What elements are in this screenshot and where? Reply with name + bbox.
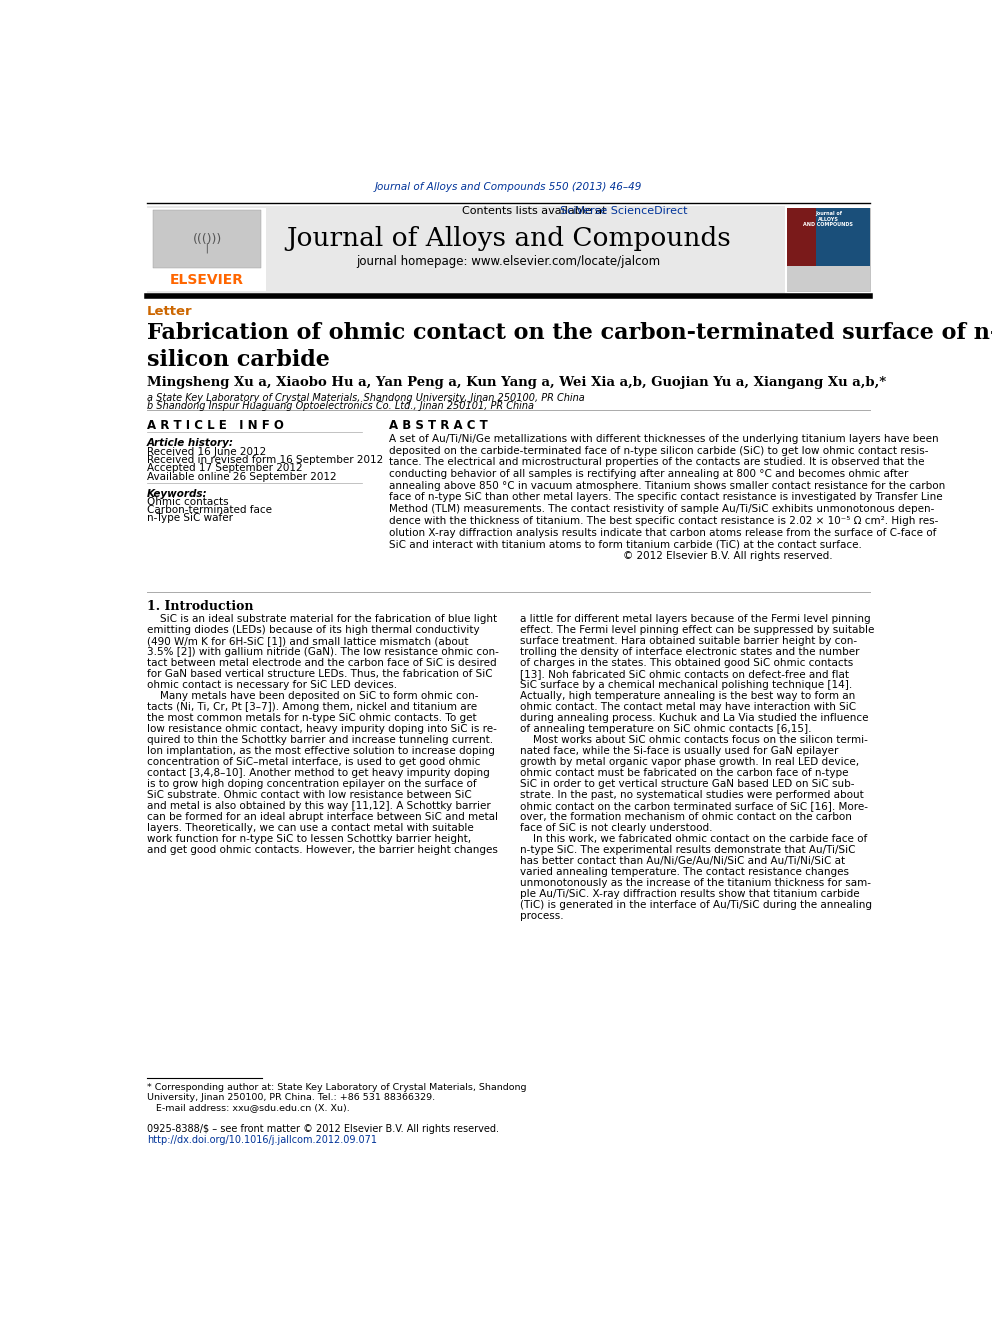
Text: http://dx.doi.org/10.1016/j.jallcom.2012.09.071: http://dx.doi.org/10.1016/j.jallcom.2012… <box>147 1135 377 1144</box>
Text: low resistance ohmic contact, heavy impurity doping into SiC is re-: low resistance ohmic contact, heavy impu… <box>147 724 497 734</box>
Text: during annealing process. Kuchuk and La Via studied the influence: during annealing process. Kuchuk and La … <box>520 713 868 724</box>
Text: layers. Theoretically, we can use a contact metal with suitable: layers. Theoretically, we can use a cont… <box>147 823 474 833</box>
Text: of annealing temperature on SiC ohmic contacts [6,15].: of annealing temperature on SiC ohmic co… <box>520 724 811 734</box>
Text: Method (TLM) measurements. The contact resistivity of sample Au/Ti/SiC exhibits : Method (TLM) measurements. The contact r… <box>389 504 934 515</box>
Text: SiC substrate. Ohmic contact with low resistance between SiC: SiC substrate. Ohmic contact with low re… <box>147 790 472 800</box>
Text: Contents lists available at: Contents lists available at <box>462 205 610 216</box>
Text: and metal is also obtained by this way [11,12]. A Schottky barrier: and metal is also obtained by this way [… <box>147 802 491 811</box>
Text: annealing above 850 °C in vacuum atmosphere. Titanium shows smaller contact resi: annealing above 850 °C in vacuum atmosph… <box>389 480 945 491</box>
Text: b Shandong Inspur Huaguang Optoelectronics Co. Ltd., Jinan 250101, PR China: b Shandong Inspur Huaguang Optoelectroni… <box>147 401 534 411</box>
Text: varied annealing temperature. The contact resistance changes: varied annealing temperature. The contac… <box>520 867 849 877</box>
Text: SciVerse ScienceDirect: SciVerse ScienceDirect <box>462 205 687 216</box>
Text: tacts (Ni, Ti, Cr, Pt [3–7]). Among them, nickel and titanium are: tacts (Ni, Ti, Cr, Pt [3–7]). Among them… <box>147 703 477 712</box>
Text: of charges in the states. This obtained good SiC ohmic contacts: of charges in the states. This obtained … <box>520 658 853 668</box>
Text: |: | <box>201 242 212 253</box>
Text: over, the formation mechanism of ohmic contact on the carbon: over, the formation mechanism of ohmic c… <box>520 812 852 822</box>
Text: Carbon-terminated face: Carbon-terminated face <box>147 505 272 515</box>
Text: has better contact than Au/Ni/Ge/Au/Ni/SiC and Au/Ti/Ni/SiC at: has better contact than Au/Ni/Ge/Au/Ni/S… <box>520 856 845 867</box>
Text: face of n-type SiC than other metal layers. The specific contact resistance is i: face of n-type SiC than other metal laye… <box>389 492 942 503</box>
Text: work function for n-type SiC to lessen Schottky barrier height,: work function for n-type SiC to lessen S… <box>147 835 471 844</box>
Text: ((())): ((())) <box>192 233 221 246</box>
Text: Keywords:: Keywords: <box>147 488 207 499</box>
Bar <box>815 208 870 266</box>
Text: Ohmic contacts: Ohmic contacts <box>147 497 229 507</box>
Text: SiC in order to get vertical structure GaN based LED on SiC sub-: SiC in order to get vertical structure G… <box>520 779 854 789</box>
Text: deposited on the carbide-terminated face of n-type silicon carbide (SiC) to get : deposited on the carbide-terminated face… <box>389 446 929 455</box>
Text: surface treatment. Hara obtained suitable barrier height by con-: surface treatment. Hara obtained suitabl… <box>520 636 857 646</box>
Text: 0925-8388/$ – see front matter © 2012 Elsevier B.V. All rights reserved.: 0925-8388/$ – see front matter © 2012 El… <box>147 1125 499 1135</box>
Text: Journal of
ALLOYS
AND COMPOUNDS: Journal of ALLOYS AND COMPOUNDS <box>804 210 853 228</box>
Text: [13]. Noh fabricated SiC ohmic contacts on defect-free and flat: [13]. Noh fabricated SiC ohmic contacts … <box>520 669 849 679</box>
Bar <box>787 208 815 266</box>
Text: tance. The electrical and microstructural properties of the contacts are studied: tance. The electrical and microstructura… <box>389 458 925 467</box>
Text: concentration of SiC–metal interface, is used to get good ohmic: concentration of SiC–metal interface, is… <box>147 757 480 767</box>
Text: Most works about SiC ohmic contacts focus on the silicon termi-: Most works about SiC ohmic contacts focu… <box>520 736 868 745</box>
Text: the most common metals for n-type SiC ohmic contacts. To get: the most common metals for n-type SiC oh… <box>147 713 477 724</box>
Text: conducting behavior of all samples is rectifying after annealing at 800 °C and b: conducting behavior of all samples is re… <box>389 468 909 479</box>
Text: Accepted 17 September 2012: Accepted 17 September 2012 <box>147 463 303 474</box>
Text: In this work, we fabricated ohmic contact on the carbide face of: In this work, we fabricated ohmic contac… <box>520 835 867 844</box>
Text: A B S T R A C T: A B S T R A C T <box>389 418 488 431</box>
Text: E-mail address: xxu@sdu.edu.cn (X. Xu).: E-mail address: xxu@sdu.edu.cn (X. Xu). <box>147 1103 350 1113</box>
Text: quired to thin the Schottky barrier and increase tunneling current.: quired to thin the Schottky barrier and … <box>147 736 493 745</box>
Text: 3.5% [2]) with gallium nitride (GaN). The low resistance ohmic con-: 3.5% [2]) with gallium nitride (GaN). Th… <box>147 647 499 658</box>
Text: for GaN based vertical structure LEDs. Thus, the fabrication of SiC: for GaN based vertical structure LEDs. T… <box>147 669 493 679</box>
Text: SiC and interact with titanium atoms to form titanium carbide (TiC) at the conta: SiC and interact with titanium atoms to … <box>389 540 862 549</box>
Text: ohmic contact on the carbon terminated surface of SiC [16]. More-: ohmic contact on the carbon terminated s… <box>520 802 868 811</box>
Text: Journal of Alloys and Compounds: Journal of Alloys and Compounds <box>286 226 731 251</box>
Text: and get good ohmic contacts. However, the barrier height changes: and get good ohmic contacts. However, th… <box>147 845 498 855</box>
Text: journal homepage: www.elsevier.com/locate/jalcom: journal homepage: www.elsevier.com/locat… <box>356 254 661 267</box>
Text: trolling the density of interface electronic states and the number: trolling the density of interface electr… <box>520 647 859 658</box>
Text: ohmic contact is necessary for SiC LED devices.: ohmic contact is necessary for SiC LED d… <box>147 680 397 691</box>
Text: Available online 26 September 2012: Available online 26 September 2012 <box>147 471 336 482</box>
Bar <box>787 250 870 291</box>
Text: emitting diodes (LEDs) because of its high thermal conductivity: emitting diodes (LEDs) because of its hi… <box>147 626 480 635</box>
Text: Letter: Letter <box>147 306 192 319</box>
Text: ELSEVIER: ELSEVIER <box>170 273 243 287</box>
Text: tact between metal electrode and the carbon face of SiC is desired: tact between metal electrode and the car… <box>147 658 497 668</box>
Text: Ion implantation, as the most effective solution to increase doping: Ion implantation, as the most effective … <box>147 746 495 757</box>
Text: © 2012 Elsevier B.V. All rights reserved.: © 2012 Elsevier B.V. All rights reserved… <box>389 550 833 561</box>
Text: Many metals have been deposited on SiC to form ohmic con-: Many metals have been deposited on SiC t… <box>147 691 478 701</box>
Text: Actually, high temperature annealing is the best way to form an: Actually, high temperature annealing is … <box>520 691 855 701</box>
Text: n-Type SiC wafer: n-Type SiC wafer <box>147 513 233 524</box>
Text: n-type SiC. The experimental results demonstrate that Au/Ti/SiC: n-type SiC. The experimental results dem… <box>520 845 855 855</box>
Text: University, Jinan 250100, PR China. Tel.: +86 531 88366329.: University, Jinan 250100, PR China. Tel.… <box>147 1093 435 1102</box>
Text: ple Au/Ti/SiC. X-ray diffraction results show that titanium carbide: ple Au/Ti/SiC. X-ray diffraction results… <box>520 889 859 900</box>
Text: unmonotonously as the increase of the titanium thickness for sam-: unmonotonously as the increase of the ti… <box>520 878 871 888</box>
Text: Fabrication of ohmic contact on the carbon-terminated surface of n-type
silicon : Fabrication of ohmic contact on the carb… <box>147 321 992 370</box>
Bar <box>147 208 266 291</box>
Text: can be formed for an ideal abrupt interface between SiC and metal: can be formed for an ideal abrupt interf… <box>147 812 498 822</box>
Text: Mingsheng Xu a, Xiaobo Hu a, Yan Peng a, Kun Yang a, Wei Xia a,b, Guojian Yu a, : Mingsheng Xu a, Xiaobo Hu a, Yan Peng a,… <box>147 376 886 389</box>
Text: is to grow high doping concentration epilayer on the surface of: is to grow high doping concentration epi… <box>147 779 477 789</box>
Text: a little for different metal layers because of the Fermi level pinning: a little for different metal layers beca… <box>520 614 871 624</box>
Text: A R T I C L E   I N F O: A R T I C L E I N F O <box>147 418 284 431</box>
Text: a State Key Laboratory of Crystal Materials, Shandong University, Jinan 250100, : a State Key Laboratory of Crystal Materi… <box>147 393 585 404</box>
Text: face of SiC is not clearly understood.: face of SiC is not clearly understood. <box>520 823 712 833</box>
Text: SiC is an ideal substrate material for the fabrication of blue light: SiC is an ideal substrate material for t… <box>147 614 497 624</box>
Text: growth by metal organic vapor phase growth. In real LED device,: growth by metal organic vapor phase grow… <box>520 757 859 767</box>
Bar <box>153 209 261 267</box>
Text: * Corresponding author at: State Key Laboratory of Crystal Materials, Shandong: * Corresponding author at: State Key Lab… <box>147 1082 527 1091</box>
Text: dence with the thickness of titanium. The best specific contact resistance is 2.: dence with the thickness of titanium. Th… <box>389 516 938 525</box>
Text: (490 W/m K for 6H-SiC [1]) and small lattice mismatch (about: (490 W/m K for 6H-SiC [1]) and small lat… <box>147 636 468 646</box>
Text: ohmic contact must be fabricated on the carbon face of n-type: ohmic contact must be fabricated on the … <box>520 769 848 778</box>
Text: ohmic contact. The contact metal may have interaction with SiC: ohmic contact. The contact metal may hav… <box>520 703 856 712</box>
Text: 1. Introduction: 1. Introduction <box>147 599 254 613</box>
Text: Article history:: Article history: <box>147 438 234 448</box>
Text: SiC surface by a chemical mechanical polishing technique [14].: SiC surface by a chemical mechanical pol… <box>520 680 852 691</box>
Bar <box>147 205 786 294</box>
Bar <box>787 208 870 291</box>
Text: nated face, while the Si-face is usually used for GaN epilayer: nated face, while the Si-face is usually… <box>520 746 838 757</box>
Text: contact [3,4,8–10]. Another method to get heavy impurity doping: contact [3,4,8–10]. Another method to ge… <box>147 769 490 778</box>
Text: (TiC) is generated in the interface of Au/Ti/SiC during the annealing: (TiC) is generated in the interface of A… <box>520 900 872 910</box>
Text: Received 16 June 2012: Received 16 June 2012 <box>147 447 266 456</box>
Text: A set of Au/Ti/Ni/Ge metallizations with different thicknesses of the underlying: A set of Au/Ti/Ni/Ge metallizations with… <box>389 434 938 443</box>
Text: olution X-ray diffraction analysis results indicate that carbon atoms release fr: olution X-ray diffraction analysis resul… <box>389 528 936 537</box>
Text: Journal of Alloys and Compounds 550 (2013) 46–49: Journal of Alloys and Compounds 550 (201… <box>375 183 642 192</box>
Text: effect. The Fermi level pinning effect can be suppressed by suitable: effect. The Fermi level pinning effect c… <box>520 626 874 635</box>
Text: process.: process. <box>520 912 563 921</box>
Text: strate. In the past, no systematical studies were performed about: strate. In the past, no systematical stu… <box>520 790 864 800</box>
Text: Received in revised form 16 September 2012: Received in revised form 16 September 20… <box>147 455 383 466</box>
